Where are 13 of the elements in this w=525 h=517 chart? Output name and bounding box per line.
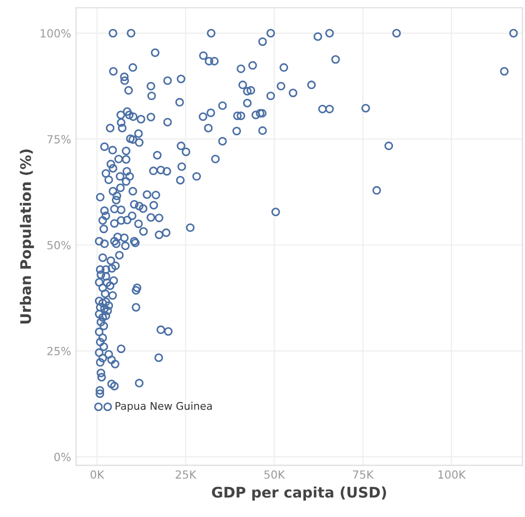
x-axis-title: GDP per capita (USD) — [212, 486, 386, 501]
x-tick-label: 75K — [353, 470, 374, 479]
y-tick-label: 100% — [40, 29, 71, 38]
x-tick-label: 25K — [176, 470, 197, 479]
x-tick-label: 100K — [438, 470, 466, 479]
y-tick-label: 25% — [47, 346, 71, 356]
y-tick-label: 50% — [47, 240, 71, 250]
y-tick-label: 75% — [47, 135, 71, 144]
y-tick-label: 0% — [54, 452, 71, 462]
annotation: Papua New Guinea — [116, 402, 212, 412]
x-tick-label: 50K — [264, 470, 286, 479]
x-tick-label: 0K — [90, 470, 104, 479]
y-axis-title: Urban Population (%) — [20, 150, 34, 324]
